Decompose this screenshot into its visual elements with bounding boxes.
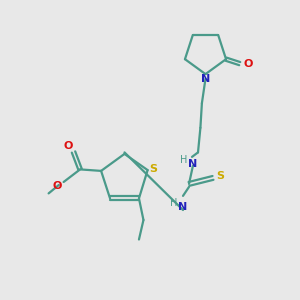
Text: O: O	[63, 141, 73, 151]
Text: O: O	[52, 181, 62, 190]
Text: N: N	[188, 159, 197, 169]
Text: H: H	[180, 155, 188, 165]
Text: H: H	[170, 198, 178, 208]
Text: O: O	[244, 58, 253, 69]
Text: S: S	[150, 164, 158, 174]
Text: N: N	[201, 74, 210, 84]
Text: S: S	[217, 171, 224, 182]
Text: N: N	[178, 202, 188, 212]
